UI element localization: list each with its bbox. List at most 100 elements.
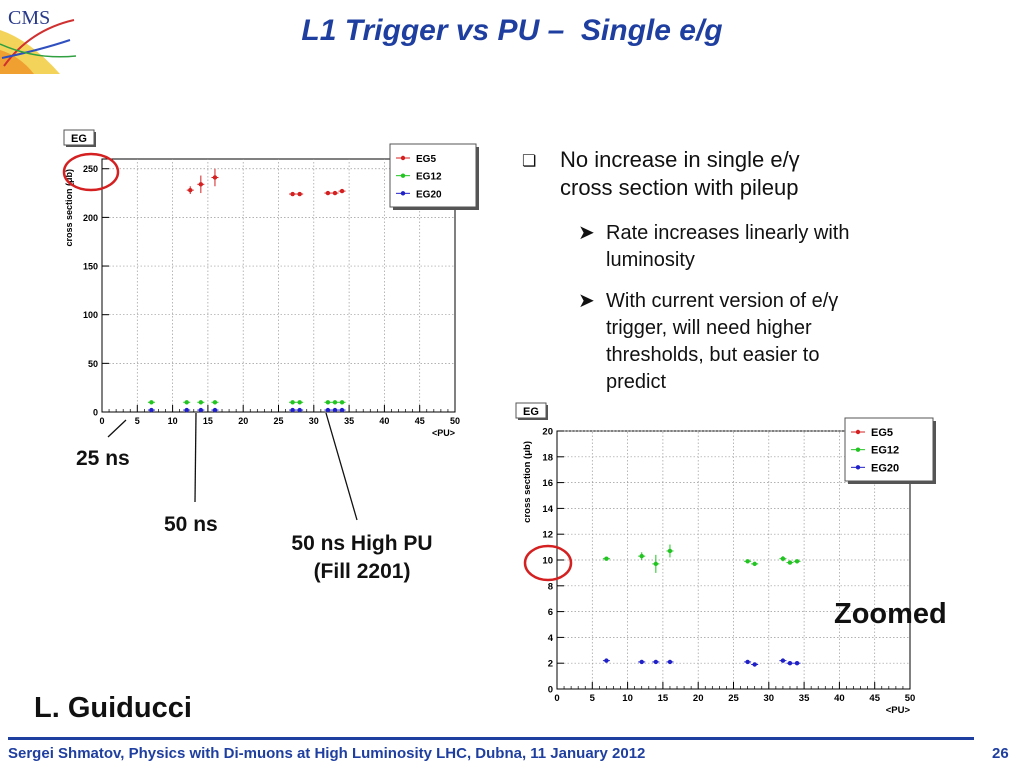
point-eg12 [149, 400, 154, 405]
point-eg12 [297, 400, 302, 405]
bullet-sub1-line2: luminosity [606, 249, 695, 271]
footer-text: Sergei Shmatov, Physics with Di-muons at… [8, 745, 646, 762]
point-eg5 [339, 188, 345, 194]
x-tick-label: 25 [273, 416, 283, 426]
legend-marker-eg12 [400, 173, 406, 178]
annotation-high-pu-line1: 50 ns High PU [291, 532, 433, 555]
x-tick-label: 35 [799, 693, 810, 704]
bullet-sub2: ➤ With current version of e/γ trigger, w… [578, 288, 938, 400]
bullet-main-line1: No increase in single e/γ [560, 147, 800, 172]
y-axis-label: cross section (μb) [522, 441, 533, 523]
x-tick-label: 50 [905, 693, 916, 704]
y-tick-label: 0 [548, 685, 553, 696]
point-eg20 [198, 407, 204, 413]
point-eg12 [752, 561, 757, 567]
annotation-25ns: 25 ns [76, 447, 130, 470]
legend-label-eg12: EG12 [416, 172, 442, 183]
point-eg20 [780, 658, 786, 663]
x-tick-label: 30 [309, 416, 319, 426]
chart-title-shadow [546, 405, 548, 420]
legend-marker-eg5 [400, 155, 406, 161]
slide-title: L1 Trigger vs PU – Single e/g [301, 14, 723, 47]
point-eg20 [325, 407, 331, 413]
chart-title: EG [523, 406, 539, 418]
point-eg12 [325, 400, 331, 405]
point-eg12 [667, 548, 673, 554]
point-eg5 [325, 190, 331, 196]
y-axis-label: cross section (μb) [64, 169, 74, 247]
x-tick-label: 30 [764, 693, 775, 704]
x-tick-label: 15 [203, 416, 213, 426]
point-eg20 [149, 407, 154, 413]
point-eg12 [653, 561, 659, 567]
bullet-sub2-line2: trigger, will need higher [606, 317, 812, 339]
point-eg20 [332, 407, 338, 413]
bullet-sub2-line1: With current version of e/γ [606, 290, 839, 312]
point-eg12 [290, 400, 295, 405]
point-eg12 [339, 400, 345, 405]
y-tick-label: 4 [548, 633, 554, 644]
chart-title: EG [71, 133, 87, 145]
legend-label-eg20: EG20 [871, 462, 899, 474]
x-tick-label: 45 [415, 416, 425, 426]
x-tick-label: 20 [238, 416, 248, 426]
annotation-50ns: 50 ns [164, 513, 218, 536]
y-tick-label: 8 [548, 581, 553, 592]
point-eg5 [212, 175, 218, 180]
y-tick-label: 0 [93, 408, 98, 418]
point-eg5 [290, 191, 295, 197]
chart-title-shadow [518, 418, 548, 420]
legend-marker-eg12 [855, 447, 861, 452]
x-tick-label: 40 [379, 416, 389, 426]
point-eg20 [297, 407, 302, 413]
x-tick-label: 0 [554, 693, 559, 704]
y-tick-label: 250 [83, 164, 98, 174]
y-tick-label: 12 [542, 530, 553, 541]
annotation-zoomed: Zoomed [834, 598, 947, 630]
point-eg20 [184, 407, 189, 413]
footer-divider [8, 737, 974, 740]
point-eg12 [639, 553, 644, 559]
square-bullet-icon: ❏ [522, 153, 537, 170]
y-tick-label: 14 [542, 504, 553, 515]
y-tick-label: 2 [548, 659, 553, 670]
x-tick-label: 25 [728, 693, 739, 704]
point-eg5 [332, 190, 338, 196]
point-eg20 [639, 659, 644, 665]
legend-label-eg5: EG5 [416, 154, 436, 165]
y-tick-label: 6 [548, 607, 553, 618]
legend-marker-eg20 [855, 465, 861, 470]
point-eg12 [604, 556, 609, 561]
author-label: L. Guiducci [34, 692, 192, 724]
bullet-sub1-line1: Rate increases linearly with [606, 222, 850, 244]
point-eg20 [745, 659, 750, 665]
arrow-bullet-icon: ➤ [578, 222, 595, 244]
x-tick-label: 5 [590, 693, 596, 704]
point-eg20 [653, 659, 659, 665]
legend-label-eg20: EG20 [416, 189, 442, 200]
legend-label-eg5: EG5 [871, 427, 893, 439]
page-number: 26 [992, 745, 1009, 762]
x-axis-label: <PU> [886, 705, 911, 716]
x-tick-label: 20 [693, 693, 704, 704]
point-eg5 [297, 191, 302, 197]
point-eg20 [212, 407, 218, 413]
bullet-main-line2: cross section with pileup [560, 175, 799, 200]
cms-logo: CMS [0, 0, 76, 74]
legend-label-eg12: EG12 [871, 445, 899, 457]
x-tick-label: 50 [450, 416, 460, 426]
point-eg12 [780, 556, 786, 561]
point-eg12 [787, 560, 793, 565]
point-eg20 [290, 407, 295, 413]
y-tick-label: 18 [542, 452, 553, 463]
bullet-sub2-line4: predict [606, 371, 667, 393]
arrow-bullet-icon: ➤ [578, 290, 595, 312]
point-eg20 [794, 661, 800, 666]
x-tick-label: 0 [99, 416, 104, 426]
legend-marker-eg20 [400, 191, 406, 196]
point-eg12 [745, 559, 750, 564]
x-tick-label: 10 [622, 693, 633, 704]
y-tick-label: 20 [542, 427, 553, 438]
point-eg20 [339, 407, 345, 413]
annotation-high-pu-line2: (Fill 2201) [313, 560, 411, 583]
